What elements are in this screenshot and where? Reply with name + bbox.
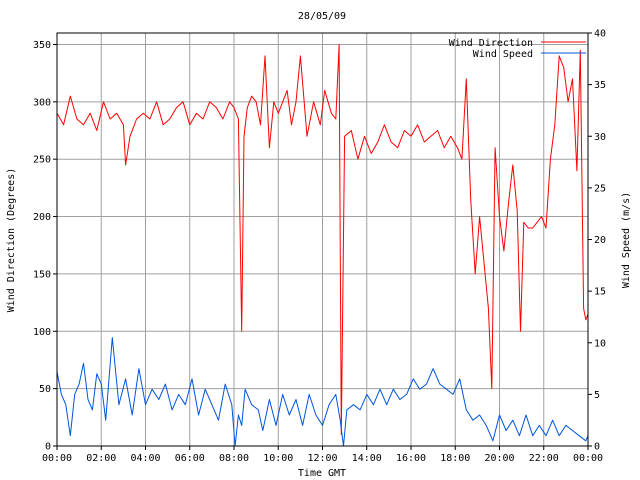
y2-tick-label: 10	[594, 338, 606, 349]
y2-tick-label: 5	[594, 390, 600, 401]
x-axis-label: Time GMT	[298, 468, 346, 479]
y2-tick-label: 35	[594, 80, 606, 91]
legend: Wind Direction Wind Speed	[449, 38, 586, 60]
x-tick-label: 00:00	[573, 453, 603, 464]
y-tick-label: 0	[45, 442, 51, 453]
y-tick-label: 200	[33, 212, 51, 223]
y-axis-label: Wind Direction (Degrees)	[6, 168, 17, 313]
y-tick-label: 100	[33, 327, 51, 338]
legend-wind-direction-label: Wind Direction	[449, 38, 533, 49]
x-tick-label: 22:00	[529, 453, 559, 464]
y-tick-label: 250	[33, 155, 51, 166]
wind-speed-line	[56, 337, 589, 447]
x-tick-label: 18:00	[440, 453, 470, 464]
x-tick-label: 06:00	[175, 453, 205, 464]
x-tick-label: 12:00	[307, 453, 337, 464]
x-tick-label: 16:00	[396, 453, 426, 464]
x-tick-label: 08:00	[219, 453, 249, 464]
y-tick-label: 300	[33, 97, 51, 108]
y-tick-label: 50	[39, 384, 51, 395]
y2-tick-label: 40	[594, 29, 606, 40]
y2-tick-label: 30	[594, 132, 606, 143]
axis-ticks: 00:00 02:00 04:00 06:00 08:00 10:00 12:00 14:00…	[33, 29, 606, 465]
wind-direction-line	[56, 44, 589, 435]
y2-axis-label: Wind Speed (m/s)	[621, 192, 632, 288]
grid	[57, 33, 588, 446]
y-tick-label: 150	[33, 269, 51, 280]
x-tick-label: 02:00	[86, 453, 116, 464]
y2-tick-label: 25	[594, 183, 606, 194]
x-tick-label: 10:00	[263, 453, 293, 464]
legend-wind-speed-label: Wind Speed	[473, 49, 533, 60]
y-tick-label: 350	[33, 40, 51, 51]
x-tick-label: 20:00	[484, 453, 514, 464]
y2-tick-label: 15	[594, 287, 606, 298]
x-tick-label: 14:00	[352, 453, 382, 464]
y2-tick-label: 0	[594, 442, 600, 453]
y2-tick-label: 20	[594, 235, 606, 246]
chart-title: 28/05/09	[298, 11, 346, 22]
x-tick-label: 04:00	[130, 453, 160, 464]
series-lines	[56, 44, 589, 447]
x-tick-label: 00:00	[42, 453, 72, 464]
